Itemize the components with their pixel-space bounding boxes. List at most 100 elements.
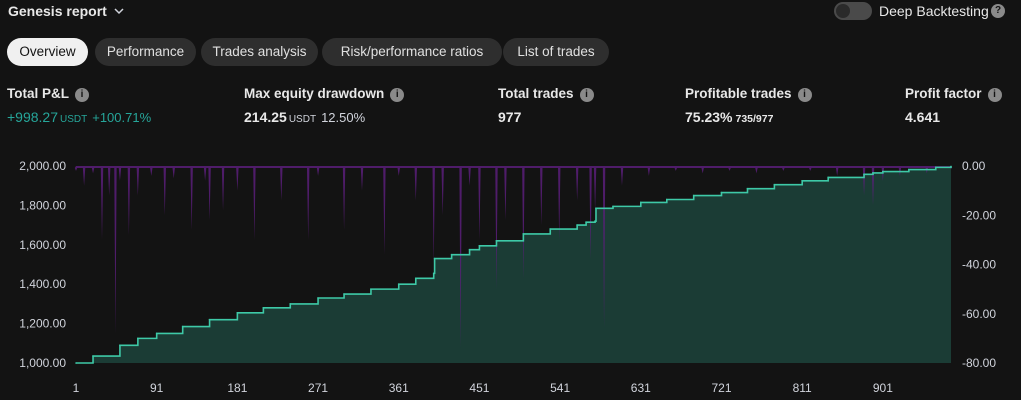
x-tick-label: 451 (469, 381, 489, 395)
equity-point (181, 325, 184, 328)
left-tick-label: 1,000.00 (19, 356, 66, 370)
info-icon[interactable]: i (987, 88, 1002, 102)
equity-point (119, 344, 121, 347)
max-drawdown-value: 214.25 (244, 109, 287, 125)
max-drawdown-percent: 12.50% (321, 110, 366, 125)
equity-point (882, 170, 884, 173)
x-tick-label: 541 (550, 381, 570, 395)
total-pnl-value: +998.27 (7, 109, 58, 125)
equity-point (478, 244, 481, 247)
equity-chart[interactable]: 2,000.00 1,800.00 1,600.00 1,400.00 1,200.00… (0, 150, 1021, 400)
stat-label: Max equity drawdown (244, 86, 385, 101)
equity-point (155, 332, 158, 335)
max-drawdown-unit: USDT (288, 114, 317, 125)
equity-point (908, 168, 910, 171)
stat-label: Total trades (498, 86, 574, 101)
profitable-trades-value: 75.23% (685, 109, 733, 125)
equity-point (585, 221, 587, 223)
left-tick-label: 1,800.00 (19, 198, 66, 212)
equity-point (773, 183, 776, 186)
equity-point (397, 283, 400, 285)
profit-factor-value: 4.641 (905, 109, 941, 125)
equity-point (450, 253, 453, 256)
equity-point (75, 362, 77, 364)
chevron-down-icon[interactable] (113, 5, 125, 17)
equity-point (934, 166, 937, 169)
left-axis: 2,000.00 1,800.00 1,600.00 1,400.00 1,200.00… (19, 159, 66, 370)
equity-point (137, 337, 139, 340)
equity-point (595, 207, 597, 210)
profitable-trades-ratio: 735/977 (735, 113, 774, 125)
tab-list-of-trades[interactable]: List of trades (503, 38, 609, 66)
equity-point (289, 303, 292, 305)
x-tick-label: 1 (73, 381, 80, 395)
info-icon[interactable]: i (390, 88, 405, 102)
info-icon[interactable]: i (75, 88, 89, 102)
equity-point (612, 205, 614, 208)
tab-overview[interactable]: Overview (7, 38, 88, 66)
right-tick-label: -40.00 (962, 258, 996, 272)
drawdown-area (74, 166, 953, 349)
equity-point (468, 248, 471, 251)
x-tick-label: 901 (873, 381, 893, 395)
tab-performance[interactable]: Performance (95, 38, 196, 66)
equity-point (576, 224, 578, 226)
equity-point (746, 187, 749, 190)
equity-point (433, 257, 436, 260)
x-tick-label: 271 (308, 381, 328, 395)
equity-point (414, 277, 417, 280)
deep-backtesting-toggle[interactable] (834, 2, 872, 20)
equity-point (92, 355, 94, 357)
equity-point (236, 311, 239, 314)
stat-label: Profitable trades (685, 86, 792, 101)
equity-point (863, 173, 865, 176)
info-icon[interactable]: i (797, 88, 812, 102)
right-tick-label: -80.00 (962, 356, 996, 370)
right-tick-label: 0.00 (962, 159, 986, 173)
x-tick-label: 361 (389, 381, 409, 395)
report-title[interactable]: Genesis report (8, 3, 107, 19)
equity-point (343, 293, 345, 295)
equity-point (801, 179, 803, 182)
stat-total-pnl: Total P&L i +998.27 USDT +100.71% (7, 86, 151, 125)
total-pnl-unit: USDT (60, 114, 88, 125)
equity-point (827, 176, 829, 179)
left-tick-label: 1,400.00 (19, 277, 66, 291)
equity-point (640, 201, 642, 204)
left-tick-label: 1,600.00 (19, 238, 66, 252)
total-pnl-percent: +100.71% (92, 110, 152, 125)
equity-points (75, 165, 952, 364)
equity-line (76, 166, 952, 364)
stat-profit-factor: Profit factor i 4.641 (905, 86, 1002, 125)
equity-point (720, 191, 723, 194)
report-header: Genesis report Deep Backtesting ? (0, 0, 1021, 28)
equity-point (594, 220, 596, 222)
right-axis: 0.00 -20.00 -40.00 -60.00 -80.00 (962, 159, 996, 370)
equity-area (76, 166, 951, 363)
equity-point (208, 318, 211, 321)
equity-point (950, 165, 952, 168)
deep-backtesting-label: Deep Backtesting (879, 3, 989, 19)
x-axis: 1 91 181 271 361 451 541 631 721 811 901 (73, 381, 894, 395)
tab-trades-analysis[interactable]: Trades analysis (201, 38, 318, 66)
equity-point (370, 288, 372, 290)
x-tick-label: 181 (227, 381, 247, 395)
stat-label: Total P&L (7, 86, 69, 101)
equity-point (262, 307, 265, 309)
total-trades-value: 977 (498, 109, 522, 125)
stat-max-drawdown: Max equity drawdown i 214.25 USDT 12.50% (244, 86, 405, 125)
x-tick-label: 811 (793, 381, 812, 395)
left-tick-label: 1,200.00 (19, 317, 66, 331)
equity-point (317, 297, 319, 299)
x-tick-label: 631 (631, 381, 651, 395)
info-icon[interactable]: i (579, 88, 594, 102)
tab-risk-performance-ratios[interactable]: Risk/performance ratios (322, 38, 502, 66)
x-tick-label: 721 (711, 381, 731, 395)
equity-point (872, 172, 874, 174)
stat-label: Profit factor (905, 86, 982, 101)
help-icon[interactable]: ? (991, 4, 1005, 18)
stat-total-trades: Total trades i 977 (498, 86, 594, 125)
equity-point (495, 240, 498, 242)
right-tick-label: -60.00 (962, 307, 996, 321)
equity-point (666, 198, 668, 201)
